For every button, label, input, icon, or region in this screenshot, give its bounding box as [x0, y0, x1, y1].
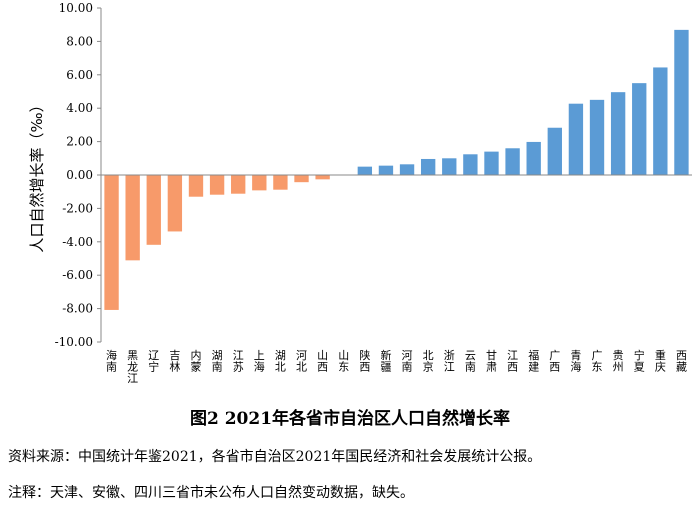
bar: [104, 175, 119, 310]
bars: [104, 29, 689, 310]
bar: [146, 175, 161, 245]
bar: [484, 151, 499, 175]
x-tick-label: 广西: [549, 349, 560, 374]
y-tick-label: 2.00: [66, 135, 93, 149]
x-tick-label: 海南: [106, 348, 117, 374]
y-tick-label: -6.00: [62, 268, 93, 282]
bar: [378, 165, 394, 175]
axes: [100, 8, 692, 342]
x-tick-label: 陕西: [359, 348, 370, 374]
bar: [674, 29, 689, 176]
x-tick-label: 吉林: [169, 349, 180, 374]
bar: [610, 92, 626, 175]
bar: [188, 175, 204, 197]
y-axis-title: 人口自然增长率（‰）: [28, 97, 46, 252]
bar: [589, 99, 605, 175]
footnote: 注释：天津、安徽、四川三省市未公布人口自然变动数据，缺失。: [8, 485, 414, 501]
figure-caption: 图2 2021年各省市自治区人口自然增长率: [189, 409, 511, 429]
x-tick-label: 黑龙江: [127, 349, 138, 385]
y-tick-label: -2.00: [62, 201, 93, 215]
y-tick-label: -8.00: [62, 302, 93, 316]
x-tick-label: 广东: [592, 349, 603, 374]
bar: [632, 83, 647, 175]
x-tick-label: 重庆: [655, 348, 666, 374]
bar: [399, 164, 415, 175]
bar: [273, 175, 288, 190]
x-tick-label: 新疆: [380, 348, 391, 374]
source-note: 资料来源：中国统计年鉴2021，各省市自治区2021年国民经济和社会发展统计公报…: [8, 449, 542, 465]
x-tick-label: 辽宁: [148, 349, 159, 374]
bar: [547, 127, 562, 175]
bar: [526, 141, 541, 175]
x-tick-label: 湖南: [212, 349, 223, 374]
bar: [252, 175, 267, 191]
x-tick-label: 江西: [507, 349, 518, 374]
x-tick-label: 浙江: [444, 349, 455, 374]
y-tick-label: 0.00: [66, 168, 93, 182]
bar: [568, 103, 584, 175]
y-tick-label: 6.00: [66, 68, 93, 82]
x-tick-label: 北京: [423, 349, 434, 374]
x-tick-label: 福建: [528, 348, 539, 374]
y-tick-label: 4.00: [66, 101, 93, 115]
y-tick-label: -4.00: [62, 235, 93, 249]
bar-chart: 人口自然增长率（‰） 10.00 8.00 6.00 4.00 2.00 0.00 -2.0…: [28, 1, 692, 385]
x-tick-label: 山东: [338, 349, 349, 374]
bar: [315, 175, 330, 180]
x-tick-label: 内蒙: [190, 348, 201, 374]
x-tick-label: 青海: [570, 349, 581, 374]
x-tick-label: 宁夏: [634, 348, 645, 374]
bar: [442, 158, 457, 175]
bar: [167, 175, 183, 232]
x-tick-label: 西藏: [676, 349, 687, 374]
x-tick-label: 贵州: [613, 349, 624, 374]
x-tick-label: 山西: [317, 349, 328, 374]
x-tick-label: 河南: [402, 349, 413, 374]
x-tick-label: 上海: [254, 349, 265, 374]
y-tick-label: 8.00: [66, 34, 93, 48]
bar: [653, 67, 668, 175]
x-tick-label: 江苏: [233, 349, 244, 374]
x-tick-label: 云南: [465, 349, 476, 374]
bar: [420, 158, 436, 175]
x-tick-label: 湖北: [275, 349, 286, 374]
x-tick-label: 甘肃: [486, 349, 497, 374]
x-axis-labels: 海南黑龙江辽宁吉林内蒙湖南江苏上海湖北河北山西山东陕西新疆河南北京浙江云南甘肃江…: [106, 348, 687, 385]
y-tick-label: -10.00: [55, 335, 93, 349]
bar: [357, 166, 373, 175]
y-axis-ticks: 10.00 8.00 6.00 4.00 2.00 0.00 -2.00 -4.00 -6.00…: [55, 1, 101, 349]
bar: [505, 148, 520, 175]
bar: [463, 154, 478, 175]
x-tick-label: 河北: [296, 349, 307, 374]
y-tick-label: 10.00: [59, 1, 93, 15]
y-axis-label: 人口自然增长率（‰）: [28, 97, 46, 252]
bar: [231, 175, 246, 194]
bar: [125, 175, 140, 261]
bar: [209, 175, 225, 195]
bar: [294, 175, 309, 183]
